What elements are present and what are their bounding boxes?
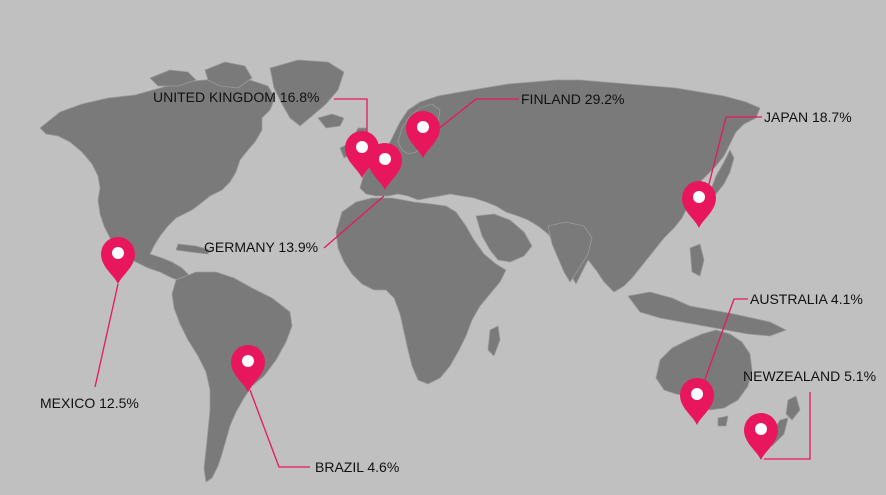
arabian-peninsula [475, 213, 533, 263]
tasmania [717, 415, 729, 427]
madagascar [487, 325, 501, 357]
map-pin-dot [691, 388, 703, 400]
arctic-islands [149, 69, 197, 87]
map-pin-body [368, 143, 402, 190]
caribbean-islands [175, 243, 211, 255]
greenland [269, 59, 345, 127]
new-zealand-north-island [785, 395, 801, 421]
map-pin-dot [755, 423, 767, 435]
map-pin-icon-brazil[interactable] [231, 345, 265, 392]
label-united-kingdom: UNITED KINGDOM 16.8% [153, 89, 320, 105]
eurasia-landmass [359, 79, 761, 293]
map-pin-icon-new-zealand[interactable] [744, 413, 778, 460]
map-pin-icon-mexico[interactable] [101, 237, 135, 284]
map-pin-dot [356, 141, 368, 153]
africa-landmass [335, 197, 507, 385]
leader-line-japan [707, 116, 762, 189]
label-australia: AUSTRALIA 4.1% [750, 291, 863, 307]
label-new-zealand: NEWZEALAND 5.1% [743, 368, 877, 384]
map-pin-icon-finland[interactable] [406, 111, 440, 158]
map-pin-body [231, 345, 265, 392]
philippines [689, 243, 705, 277]
map-pin-icon-australia[interactable] [680, 378, 714, 425]
leader-line-new-zealand [764, 392, 811, 460]
map-pin-icon-japan[interactable] [682, 181, 716, 228]
map-pin-dot [417, 121, 429, 133]
map-pin-icon-germany[interactable] [368, 143, 402, 190]
leader-line-germany [323, 195, 385, 249]
baffin-island [204, 61, 253, 89]
indian-subcontinent [547, 221, 593, 283]
leader-line-finland [436, 98, 519, 131]
map-pin-dot [379, 153, 391, 165]
label-japan: JAPAN 18.7% [764, 109, 852, 125]
iceland [317, 113, 345, 129]
leader-lines [94, 98, 811, 468]
label-mexico: MEXICO 12.5% [40, 395, 139, 411]
world-landmass [39, 59, 801, 483]
map-pin-body [682, 181, 716, 228]
south-america-landmass [171, 271, 293, 483]
map-pin-dot [693, 191, 705, 203]
label-finland: FINLAND 29.2% [521, 91, 625, 107]
map-pin-body [101, 237, 135, 284]
leader-line-brazil [249, 389, 310, 468]
leader-line-mexico [94, 283, 119, 388]
leader-line-australia [703, 298, 748, 383]
australia-landmass [655, 329, 753, 411]
map-pins [101, 111, 778, 460]
map-pin-dot [112, 247, 124, 259]
map-pin-dot [242, 355, 254, 367]
leader-line-united-kingdom [334, 98, 368, 140]
label-germany: GERMANY 13.9% [204, 239, 319, 255]
southeast-asia-islands [627, 291, 787, 337]
map-pin-body [744, 413, 778, 460]
map-pin-body [406, 111, 440, 158]
label-brazil: BRAZIL 4.6% [315, 459, 400, 475]
map-pin-body [680, 378, 714, 425]
